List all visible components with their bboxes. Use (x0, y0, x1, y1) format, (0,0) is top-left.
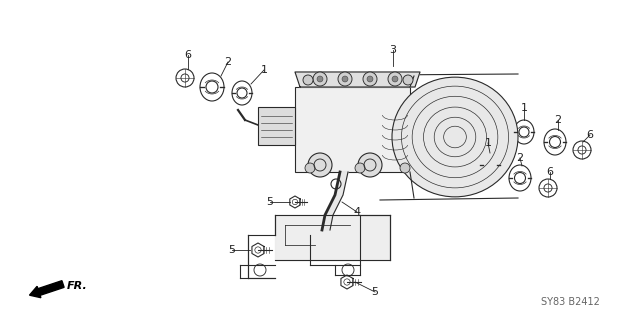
Text: FR.: FR. (67, 281, 88, 291)
Circle shape (303, 75, 313, 85)
Text: 5: 5 (371, 287, 378, 297)
Circle shape (388, 72, 402, 86)
Circle shape (358, 153, 382, 177)
Polygon shape (341, 275, 353, 289)
Text: 2: 2 (224, 57, 232, 67)
Circle shape (338, 72, 352, 86)
Polygon shape (290, 196, 300, 208)
Text: 1: 1 (520, 103, 527, 113)
Circle shape (313, 72, 327, 86)
Circle shape (308, 153, 332, 177)
FancyBboxPatch shape (258, 107, 295, 145)
Text: 2: 2 (517, 153, 524, 163)
Circle shape (363, 72, 377, 86)
Text: SY83 B2412: SY83 B2412 (541, 297, 599, 307)
Circle shape (355, 163, 365, 173)
Text: 6: 6 (587, 130, 594, 140)
Polygon shape (322, 172, 348, 230)
Text: 3: 3 (389, 45, 396, 55)
Polygon shape (275, 215, 390, 260)
Circle shape (317, 76, 323, 82)
Text: 4: 4 (354, 207, 361, 217)
Polygon shape (295, 72, 420, 87)
Text: 6: 6 (547, 167, 554, 177)
Text: 6: 6 (185, 50, 192, 60)
FancyBboxPatch shape (295, 87, 410, 172)
Text: 2: 2 (554, 115, 562, 125)
Text: 5: 5 (229, 245, 236, 255)
Polygon shape (252, 243, 264, 257)
Circle shape (367, 76, 373, 82)
Circle shape (305, 163, 315, 173)
Text: 1: 1 (261, 65, 268, 75)
Ellipse shape (392, 77, 518, 197)
Text: 1: 1 (485, 138, 492, 148)
Circle shape (400, 163, 410, 173)
Circle shape (342, 76, 348, 82)
Circle shape (403, 75, 413, 85)
Circle shape (392, 76, 398, 82)
FancyArrow shape (29, 281, 64, 298)
Text: 5: 5 (266, 197, 273, 207)
